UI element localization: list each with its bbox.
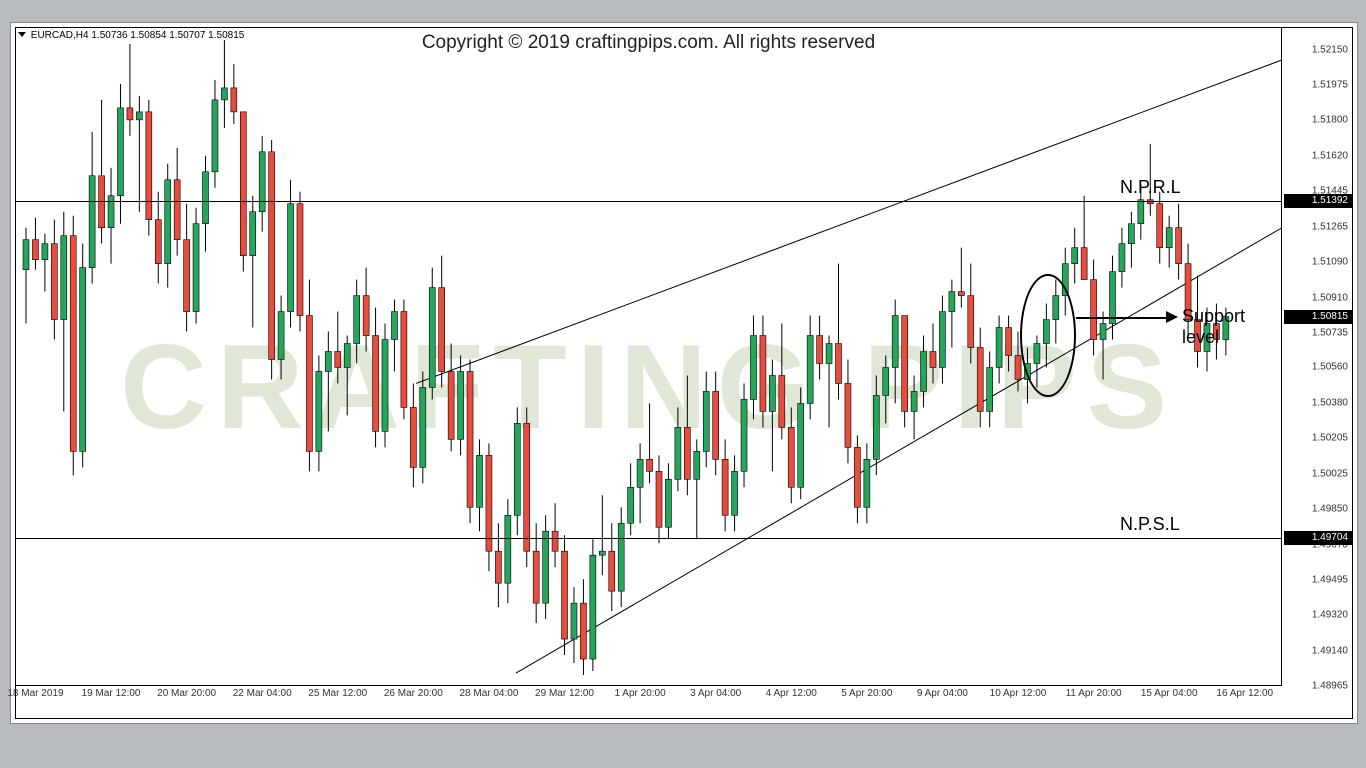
time-tick: 3 Apr 04:00 <box>690 688 741 699</box>
price-tick: 1.49320 <box>1312 610 1348 621</box>
price-tick: 1.49850 <box>1312 504 1348 515</box>
time-tick: 16 Apr 12:00 <box>1216 688 1273 699</box>
price-tick: 1.51975 <box>1312 79 1348 90</box>
level-label: N.P.R.L <box>1120 177 1181 198</box>
time-tick: 19 Mar 12:00 <box>82 688 141 699</box>
price-tag: 1.50815 <box>1284 310 1352 324</box>
price-tick: 1.50735 <box>1312 327 1348 338</box>
time-tick: 22 Mar 04:00 <box>233 688 292 699</box>
horizontal-level[interactable] <box>16 538 1281 539</box>
level-label: N.P.S.L <box>1120 514 1180 535</box>
price-tick: 1.51090 <box>1312 256 1348 267</box>
time-axis: 18 Mar 201919 Mar 12:0020 Mar 20:0022 Ma… <box>16 686 1282 718</box>
price-tick: 1.50910 <box>1312 292 1348 303</box>
price-tick: 1.49495 <box>1312 575 1348 586</box>
time-tick: 15 Apr 04:00 <box>1141 688 1198 699</box>
price-tick: 1.50205 <box>1312 433 1348 444</box>
price-tick: 1.51800 <box>1312 114 1348 125</box>
price-tag: 1.51392 <box>1284 194 1352 208</box>
horizontal-level[interactable] <box>16 201 1281 202</box>
time-tick: 5 Apr 20:00 <box>841 688 892 699</box>
price-tick: 1.48965 <box>1312 681 1348 692</box>
price-tick: 1.51265 <box>1312 221 1348 232</box>
time-tick: 25 Mar 12:00 <box>308 688 367 699</box>
time-tick: 1 Apr 20:00 <box>615 688 666 699</box>
price-tag: 1.49704 <box>1284 531 1352 545</box>
price-tick: 1.51620 <box>1312 150 1348 161</box>
time-tick: 11 Apr 20:00 <box>1066 688 1122 699</box>
time-tick: 26 Mar 20:00 <box>384 688 443 699</box>
time-tick: 10 Apr 12:00 <box>990 688 1047 699</box>
price-chart[interactable]: EURCAD,H4 1.50736 1.50854 1.50707 1.5081… <box>16 28 1282 686</box>
price-tick: 1.50025 <box>1312 469 1348 480</box>
time-tick: 18 Mar 2019 <box>7 688 63 699</box>
arrow-head-icon <box>1166 311 1178 323</box>
arrow-line <box>1076 317 1166 319</box>
support-label: Support level <box>1182 306 1281 348</box>
time-tick: 20 Mar 20:00 <box>157 688 216 699</box>
highlight-ellipse <box>1020 274 1076 398</box>
time-tick: 29 Mar 12:00 <box>535 688 594 699</box>
time-tick: 9 Apr 04:00 <box>917 688 968 699</box>
price-axis: 1.521501.519751.518001.516201.514451.512… <box>1282 28 1352 686</box>
price-tick: 1.52150 <box>1312 44 1348 55</box>
chart-frame: EURCAD,H4 1.50736 1.50854 1.50707 1.5081… <box>15 27 1353 719</box>
chart-svg <box>16 28 1282 686</box>
time-tick: 4 Apr 12:00 <box>766 688 817 699</box>
price-tick: 1.50560 <box>1312 362 1348 373</box>
price-tick: 1.50380 <box>1312 398 1348 409</box>
price-tick: 1.49140 <box>1312 646 1348 657</box>
window-frame: EURCAD,H4 1.50736 1.50854 1.50707 1.5081… <box>10 22 1358 724</box>
time-tick: 28 Mar 04:00 <box>459 688 518 699</box>
